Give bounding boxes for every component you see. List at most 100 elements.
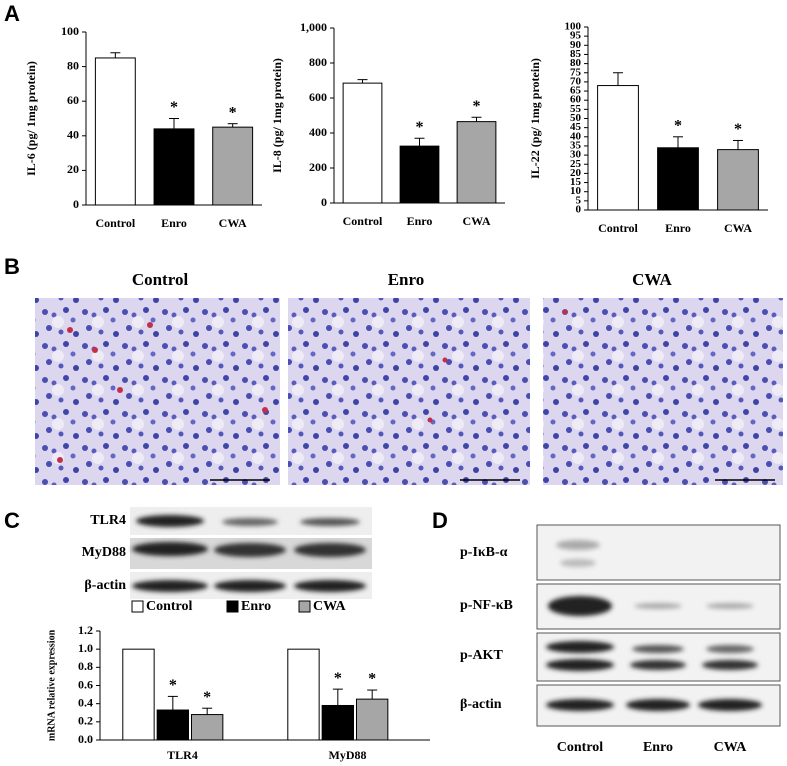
x-tick-label: TLR4: [167, 748, 198, 762]
y-tick-label: 30: [570, 149, 582, 161]
panel-label: D: [432, 508, 448, 533]
bar: [657, 147, 699, 211]
blot-d: p-IκB-α p-NF-κB p-AKT β-actin Control En…: [460, 524, 781, 755]
y-tick-label: 0.0: [78, 732, 93, 746]
significance: *: [334, 670, 342, 687]
legend-label: CWA: [313, 599, 347, 614]
x-tick-label: CWA: [724, 221, 752, 235]
x-tick-label: MyD88: [329, 748, 367, 762]
histology: Control Enro CWA: [35, 270, 783, 485]
legend-swatch: [226, 600, 239, 613]
blot-row: [536, 524, 781, 581]
y-tick-label: 600: [309, 90, 327, 104]
y-tick-label: 0.4: [78, 695, 93, 709]
bar: [212, 126, 254, 206]
y-tick-label: 100: [61, 24, 79, 38]
y-tick-label: 0.6: [78, 677, 93, 691]
y-tick-label: 55: [570, 103, 582, 115]
histology-title: Control: [132, 270, 189, 289]
significance: *: [203, 689, 211, 706]
legend-label: Control: [146, 599, 193, 614]
y-tick-label: 35: [570, 139, 582, 151]
y-tick-label: 1,000: [300, 20, 327, 34]
blot-row: [536, 632, 781, 682]
y-tick-label: 15: [570, 176, 582, 188]
significance: *: [473, 98, 481, 115]
y-tick-label: 75: [570, 66, 582, 78]
y-tick-label: 0: [576, 204, 582, 216]
bar: [156, 709, 189, 741]
bar: [191, 714, 224, 741]
y-axis-title: IL-22 (pg/ 1mg protein): [528, 58, 542, 179]
panel-label: C: [4, 508, 20, 533]
lane-label: Enro: [643, 740, 673, 755]
x-tick-label: Control: [95, 216, 135, 230]
significance: *: [734, 121, 742, 138]
significance: *: [170, 99, 178, 116]
bar: [456, 121, 497, 204]
y-tick-label: 400: [309, 125, 327, 139]
bar: [342, 82, 383, 204]
lane-label: CWA: [714, 740, 748, 755]
significance: *: [674, 117, 682, 134]
blot-bands: [546, 540, 762, 711]
y-tick-label: 45: [570, 121, 582, 133]
histology-title: Enro: [388, 270, 425, 289]
blot-c: TLR4 MyD88 β-actin: [82, 507, 372, 599]
legend-swatch: [298, 600, 311, 613]
blot-label: p-NF-κB: [460, 598, 513, 613]
x-tick-label: Enro: [665, 221, 691, 235]
y-tick-label: 0: [321, 195, 327, 209]
blot-bands: [132, 515, 366, 592]
y-tick-label: 60: [570, 94, 582, 106]
legend-swatch: [131, 600, 144, 613]
x-tick-label: Control: [598, 221, 638, 235]
histology-image: [288, 298, 530, 485]
y-tick-label: 50: [570, 112, 582, 124]
blot-label: TLR4: [90, 513, 126, 528]
significance: *: [416, 119, 424, 136]
histology-image: [35, 298, 280, 485]
y-tick-label: 60: [67, 93, 79, 107]
y-tick-label: 70: [570, 75, 582, 87]
significance: *: [368, 671, 376, 688]
bar: [122, 648, 155, 741]
lane-label: Control: [557, 740, 604, 755]
panel-labels: A B C D: [4, 1, 448, 533]
y-tick-label: 100: [565, 21, 582, 33]
bar: [356, 698, 389, 741]
y-tick-label: 85: [570, 48, 582, 60]
y-tick-label: 20: [67, 162, 79, 176]
y-tick-label: 80: [570, 57, 582, 69]
y-tick-label: 90: [570, 39, 582, 51]
blot-label: p-AKT: [460, 648, 503, 663]
x-tick-label: Enro: [161, 216, 187, 230]
bar: [153, 128, 195, 206]
bar: [717, 149, 759, 211]
significance: *: [229, 104, 237, 121]
y-tick-label: 10: [570, 185, 582, 197]
blot-label: MyD88: [82, 545, 126, 560]
histology-title: CWA: [632, 270, 672, 289]
y-tick-label: 0: [73, 197, 79, 211]
y-tick-label: 200: [309, 160, 327, 174]
histology-image: [543, 298, 783, 485]
y-tick-label: 40: [570, 130, 582, 142]
panel-label: A: [4, 1, 20, 26]
y-tick-label: 65: [570, 85, 582, 97]
blot-label: β-actin: [84, 578, 126, 593]
x-tick-label: CWA: [219, 216, 247, 230]
y-tick-label: 1.0: [78, 641, 93, 655]
y-tick-label: 0.2: [78, 714, 93, 728]
x-tick-label: CWA: [462, 214, 490, 228]
x-tick-label: Control: [343, 214, 383, 228]
legend-label: Enro: [241, 599, 271, 614]
y-axis-title: IL-8 (pg/ 1mg protein): [270, 58, 284, 173]
x-tick-label: Enro: [407, 214, 433, 228]
y-tick-label: 40: [67, 128, 79, 142]
bar: [399, 145, 440, 204]
y-tick-label: 20: [570, 167, 582, 179]
y-axis-title: IL-6 (pg/ 1mg protein): [24, 61, 38, 176]
bar: [597, 85, 639, 211]
